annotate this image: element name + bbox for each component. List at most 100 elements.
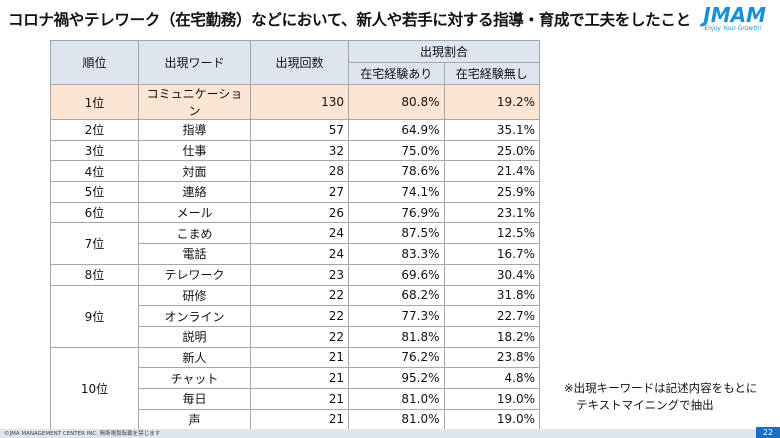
table: 順位 出現ワード 出現回数 出現割合 在宅経験あり 在宅経験無し 1位 コミュニケ… [50,40,540,431]
cell: 新人 [138,346,251,369]
cell: 23 [250,263,349,286]
note-line: ※出現キーワードは記述内容をもとに [564,381,758,395]
cell: 24 [250,222,349,245]
row: 7位 こまめ 24 87.5% 12.5% [50,222,540,265]
cell: 81.0% [348,387,445,410]
cell: 74.1% [348,181,445,203]
cell: 25.9% [443,181,540,203]
cell: 22 [250,305,349,327]
page-number: 22 [756,427,780,438]
cell: 説明 [138,325,251,348]
cell: 対面 [138,160,251,183]
cell: 80.8% [348,84,445,120]
cell: 22.7% [443,305,540,327]
cell: 25.0% [443,139,540,162]
row: 毎日 21 81.0% 19.0% [51,387,540,410]
cell: 3位 [50,139,139,162]
cell: 81.0% [348,408,445,431]
cell: 24 [250,243,349,265]
cell: 22 [250,325,349,348]
row: チャット 21 95.2% 4.8% [51,367,540,389]
cell: メール [138,201,251,224]
cell: 95.2% [348,367,445,389]
cell: 87.5% [348,222,445,245]
th: 在宅経験あり [348,62,445,85]
cell: 77.3% [348,305,445,327]
cell: オンライン [138,305,251,327]
cell: 19.2% [443,84,540,120]
row: 4位 対面 28 78.6% 21.4% [50,160,540,183]
cell: 27 [250,181,349,203]
cell: 12.5% [443,222,540,245]
row: 10位 新人 21 76.2% 23.8% [50,346,540,431]
cell: 毎日 [138,387,251,410]
cell: 30.4% [443,263,540,286]
cell: 16.7% [443,243,540,265]
th: 出現ワード [138,40,251,85]
th: 在宅経験無し [443,62,540,85]
cell: 23.1% [443,201,540,224]
cell: コミュニケーション [138,84,251,120]
title: コロナ禍やテレワーク（在宅勤務）などにおいて、新人や若手に対する指導・育成で工夫… [8,11,691,29]
cell: チャット [138,367,251,389]
copyright: ©JMA MANAGEMENT CENTER INC. 無断複製転載を禁じます [4,431,161,437]
row: 2位 指導 57 64.9% 35.1% [50,119,540,141]
cell: 声 [138,408,251,431]
cell: 76.9% [348,201,445,224]
cell: 75.0% [348,139,445,162]
cell: 22 [250,284,349,307]
cell: 64.9% [348,119,445,141]
cell: 81.8% [348,325,445,348]
cell: 6位 [50,201,139,224]
row: 説明 22 81.8% 18.2% [51,325,540,348]
logo: JMAM [703,3,766,27]
th: 出現割合 [348,40,540,63]
row: 6位 メール 26 76.9% 23.1% [50,201,540,224]
cell: 57 [250,119,349,141]
th: 出現回数 [250,40,349,85]
cell: 21 [250,408,349,431]
cell: 28 [250,160,349,183]
cell: 32 [250,139,349,162]
cell: 21 [250,387,349,410]
note: ※出現キーワードは記述内容をもとにテキストマイニングで抽出 [564,380,757,414]
cell: 8位 [50,263,139,286]
cell: 研修 [138,284,251,307]
cell: 2位 [50,119,139,141]
cell: 26 [250,201,349,224]
cell: 130 [250,84,349,120]
cell: 21 [250,346,349,369]
cell: 78.6% [348,160,445,183]
cell: こまめ [138,222,251,245]
cell: 83.3% [348,243,445,265]
cell: 19.0% [443,408,540,431]
row: 声 21 81.0% 19.0% [51,408,540,431]
cell: 9位 [50,284,139,348]
tagline: Enjoy Your Growth! [704,25,763,32]
cell: 4.8% [443,367,540,389]
cell: 連絡 [138,181,251,203]
cell: 23.8% [443,346,540,369]
footer-bar [0,429,780,438]
cell: 7位 [50,222,139,265]
cell: テレワーク [138,263,251,286]
note-line: テキストマイニングで抽出 [576,398,714,412]
cell: 指導 [138,119,251,141]
row: 5位 連絡 27 74.1% 25.9% [50,181,540,203]
cell: 4位 [50,160,139,183]
cell: 31.8% [443,284,540,307]
cell: 18.2% [443,325,540,348]
cell: 電話 [138,243,251,265]
cell: 5位 [50,181,139,203]
cell: 35.1% [443,119,540,141]
cell: 仕事 [138,139,251,162]
row: 8位 テレワーク 23 69.6% 30.4% [50,263,540,286]
cell: 69.6% [348,263,445,286]
th: 順位 [50,40,139,85]
cell: 21.4% [443,160,540,183]
cell: 1位 [50,84,139,120]
row: 9位 研修 22 68.2% 31.8% [50,284,540,348]
cell: 10位 [50,346,139,431]
row: 3位 仕事 32 75.0% 25.0% [50,139,540,162]
